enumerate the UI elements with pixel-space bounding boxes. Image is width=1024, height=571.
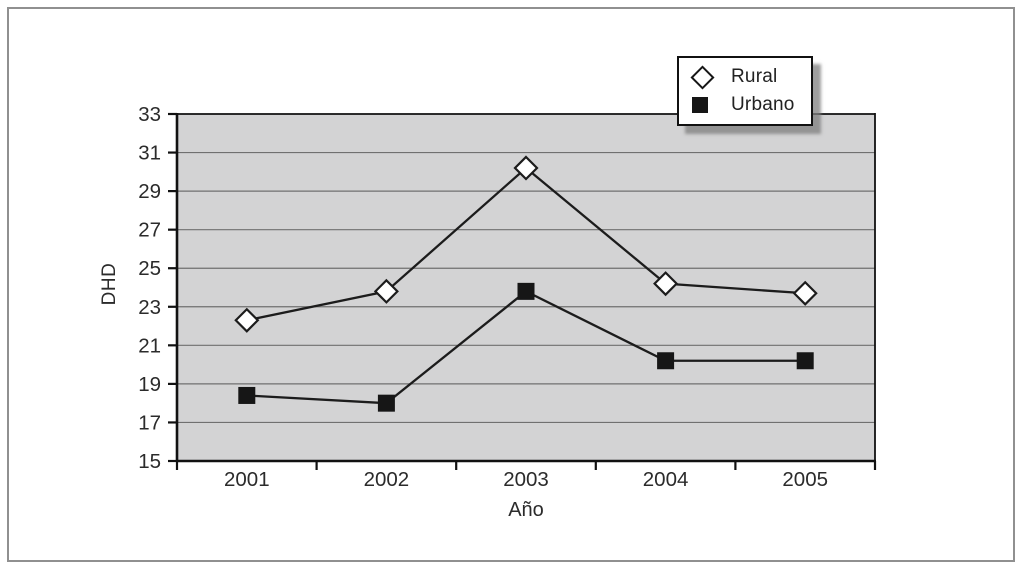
x-axis-title: Año	[508, 499, 544, 521]
data-point-diamond	[513, 155, 539, 181]
data-point-square	[517, 282, 535, 300]
data-point-diamond	[653, 271, 679, 297]
legend-item-urbano: Urbano	[692, 92, 811, 118]
data-point-square	[238, 386, 256, 404]
y-axis-title: DHD	[99, 262, 120, 306]
y-tick-label: 31	[138, 142, 161, 165]
x-tick-label: 2002	[364, 468, 410, 491]
data-point-diamond	[234, 307, 260, 333]
x-tick-label: 2005	[782, 468, 828, 491]
legend-label-rural: Rural	[731, 66, 778, 87]
y-tick-label: 15	[138, 450, 161, 473]
legend-marker-cell	[690, 64, 722, 90]
y-tick-label: 25	[138, 257, 161, 280]
legend-label-urbano: Urbano	[731, 94, 795, 115]
data-point-square	[657, 352, 675, 370]
y-tick-label: 23	[138, 296, 161, 319]
diamond-icon	[690, 64, 715, 90]
data-point-square	[796, 352, 814, 370]
data-point-diamond	[373, 278, 399, 304]
x-tick-label: 2004	[643, 468, 689, 491]
data-point-diamond	[792, 280, 818, 306]
y-tick-label: 19	[138, 373, 161, 396]
y-tick-label: 33	[138, 103, 161, 126]
y-tick-label: 17	[138, 411, 161, 434]
legend-marker-cell	[692, 97, 722, 113]
y-tick-label: 21	[138, 334, 161, 357]
data-point-square	[377, 394, 395, 412]
x-tick-label: 2001	[224, 468, 270, 491]
legend-item-rural: Rural	[690, 64, 811, 90]
legend: Rural Urbano	[677, 56, 813, 126]
y-tick-label: 27	[138, 219, 161, 242]
square-icon	[692, 97, 708, 113]
x-tick-label: 2003	[503, 468, 549, 491]
y-tick-label: 29	[138, 180, 161, 203]
